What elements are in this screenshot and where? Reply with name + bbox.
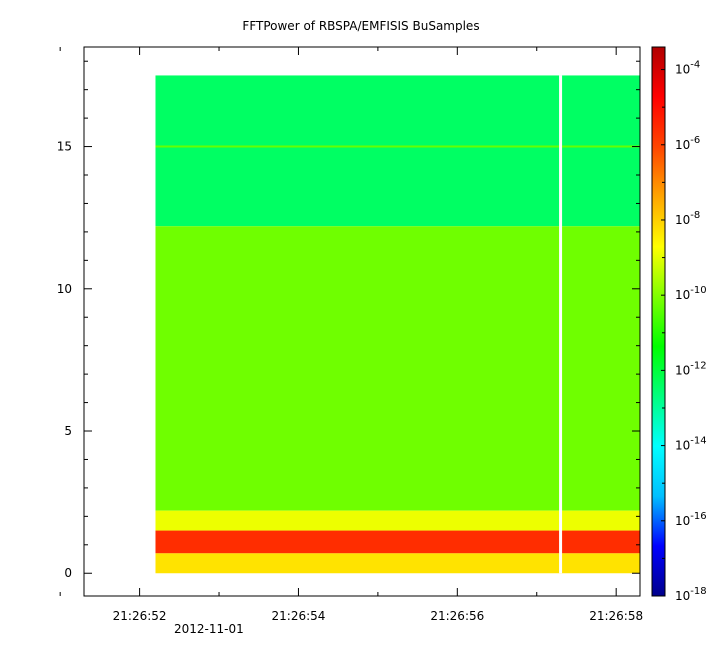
colorbar: 10-4 10-6 10-8 10-10 10-12 10-14 10-16 10-18 (651, 46, 707, 603)
x-tick-label: 21:26:58 (589, 609, 643, 623)
chart-title: FFTPower of RBSPA/EMFISIS BuSamples (242, 19, 479, 33)
colorbar-tick-label: 10-6 (675, 135, 700, 152)
y-tick-label: 15 (57, 140, 72, 154)
heatmap-band-4 (155, 553, 640, 574)
colorbar-tick-label: 10-12 (675, 360, 707, 377)
data-gap (559, 75, 563, 574)
x-tick-label: 21:26:52 (113, 609, 167, 623)
y-axis: 0 5 10 15 (57, 60, 640, 580)
plot-frame-outline (83, 46, 641, 597)
colorbar-tick-label: 10-4 (675, 60, 700, 77)
y-tick-label: 0 (64, 566, 72, 580)
y-tick-label: 5 (64, 424, 72, 438)
heatmap-band-2 (155, 510, 640, 531)
x-tick-label: 21:26:56 (430, 609, 484, 623)
y-tick-label: 10 (57, 282, 72, 296)
x-axis-date-label: 2012-11-01 (174, 622, 244, 636)
colorbar-gradient (651, 46, 666, 597)
x-axis: 21:26:52 21:26:54 21:26:56 21:26:58 (59, 47, 643, 623)
colorbar-tick-label: 10-18 (675, 586, 707, 603)
heatmap-band-1 (155, 226, 640, 511)
x-tick-label: 21:26:54 (272, 609, 326, 623)
colorbar-tick-label: 10-14 (675, 436, 707, 453)
colorbar-tick-label: 10-10 (675, 285, 707, 302)
colorbar-tick-label: 10-8 (675, 210, 700, 227)
spectrogram-image (155, 75, 640, 574)
heatmap-band-0 (155, 75, 640, 227)
heatmap-band-3 (155, 530, 640, 554)
colorbar-tick-label: 10-16 (675, 511, 707, 528)
